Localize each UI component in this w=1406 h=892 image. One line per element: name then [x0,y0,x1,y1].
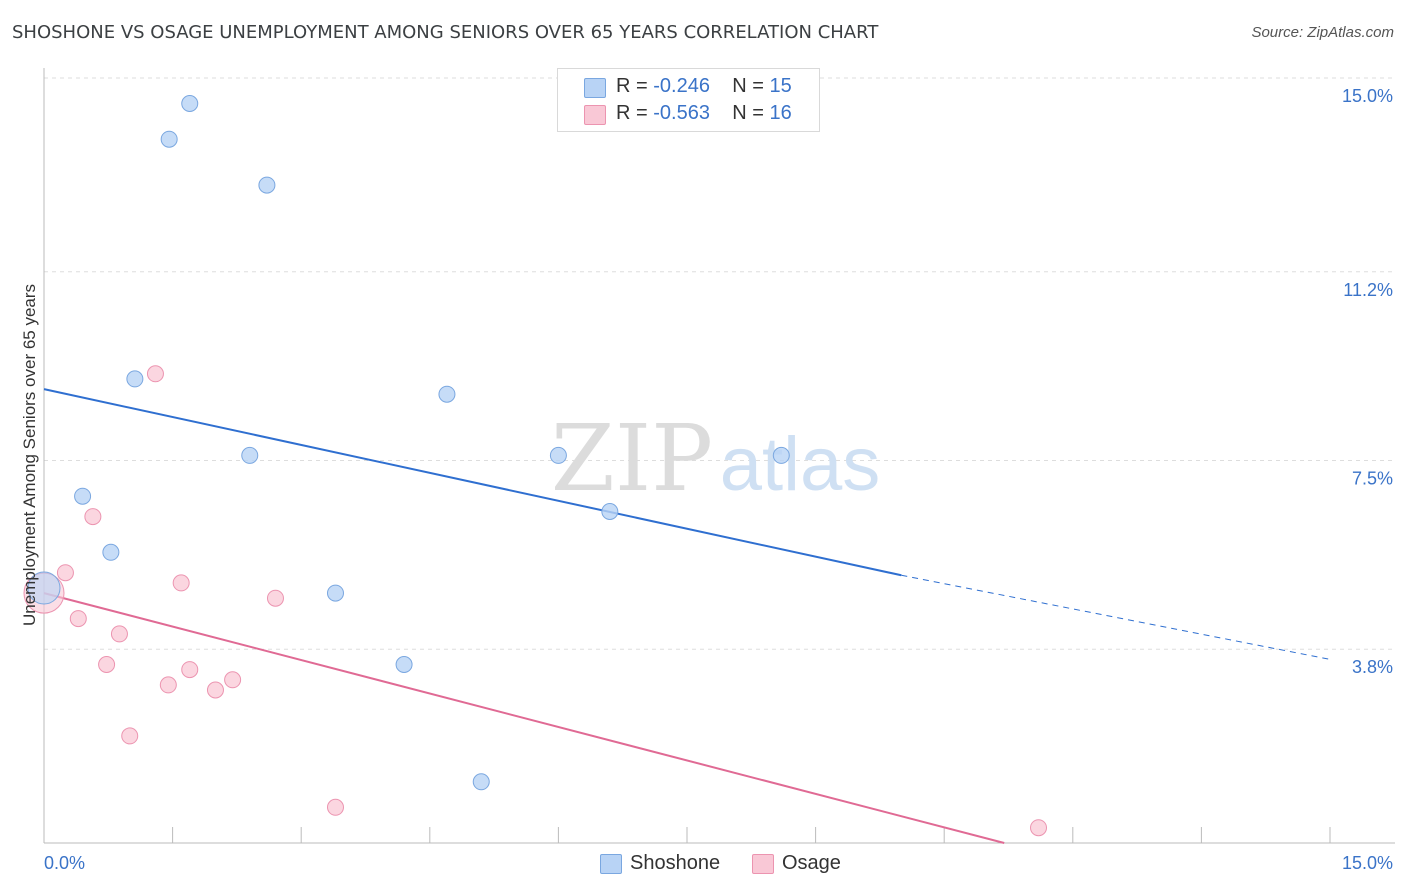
legend-r-value-shoshone: -0.246 [653,75,710,97]
legend-swatch-osage [584,105,606,125]
bottom-legend-label-shoshone: Shoshone [630,852,721,874]
y-tick-label: 11.2% [1343,280,1393,300]
legend-n-value-osage: 16 [769,102,792,124]
bottom-legend-label-osage: Osage [782,852,841,874]
data-point-osage [224,671,242,689]
data-point-shoshone [102,543,120,561]
data-point-shoshone [258,176,276,194]
watermark: ZIP atlas [551,405,880,512]
legend-n-value-shoshone: 15 [769,75,792,97]
data-point-osage [69,610,87,628]
data-point-shoshone [395,656,413,673]
grid-lines [44,77,1395,650]
legend-n-label: N = [732,102,764,124]
bottom-legend-swatch-osage [752,854,774,874]
data-point-shoshone [549,446,567,464]
y-tick-label: 15.0% [1342,86,1393,106]
data-point-shoshone [601,503,619,520]
data-point-osage [121,727,139,745]
data-point-shoshone [438,385,456,403]
trend-lines [43,388,1331,844]
data-point-osage [266,589,284,607]
watermark-zip: ZIP [551,405,713,512]
data-point-shoshone [241,446,259,464]
data-point-osage [181,661,199,679]
tick-labels: 3.8% 7.5% 11.2% 15.0% 0.0% 15.0% [44,86,1393,873]
data-point-osage [1030,819,1048,837]
legend-r-label: R = [616,75,648,97]
trend-line-shoshone [43,388,902,577]
legend-swatch-shoshone [584,78,606,98]
x-tick-label: 0.0% [44,853,85,873]
data-point-shoshone [160,130,178,148]
data-point-shoshone [74,487,92,505]
data-point-shoshone [772,446,790,464]
axes [43,68,1395,844]
legend: R = -0.246 N = 15 R = -0.563 N = 16 [557,68,820,132]
data-point-osage [98,656,116,673]
legend-r-value-osage: -0.563 [653,102,710,124]
data-point-shoshone [472,773,490,791]
y-tick-label: 3.8% [1352,657,1393,677]
data-point-osage [146,365,164,383]
data-point-shoshone [27,571,61,605]
legend-r-label: R = [616,102,648,124]
y-axis-label: Unemployment Among Seniors over 65 years [20,284,39,626]
bottom-legend-swatch-shoshone [600,854,622,874]
data-point-osage [56,564,74,582]
data-point-shoshone [181,95,199,112]
trend-line-shoshone-extension [901,574,1331,660]
x-tick-label: 15.0% [1342,853,1393,873]
data-point-shoshone [126,370,144,388]
legend-n-label: N = [732,75,764,97]
chart-title: SHOSHONE VS OSAGE UNEMPLOYMENT AMONG SEN… [12,22,879,43]
data-point-osage [206,681,224,699]
data-point-osage [84,508,102,526]
data-point-shoshone [326,584,344,602]
data-point-osage [172,574,190,592]
y-tick-label: 7.5% [1352,469,1393,489]
data-points [23,95,1048,837]
source-label: Source: ZipAtlas.com [1251,24,1394,41]
trend-line-osage [43,592,1005,844]
data-point-osage [326,798,344,816]
data-point-osage [159,676,177,694]
data-point-osage [110,625,128,643]
watermark-atlas: atlas [720,422,881,507]
